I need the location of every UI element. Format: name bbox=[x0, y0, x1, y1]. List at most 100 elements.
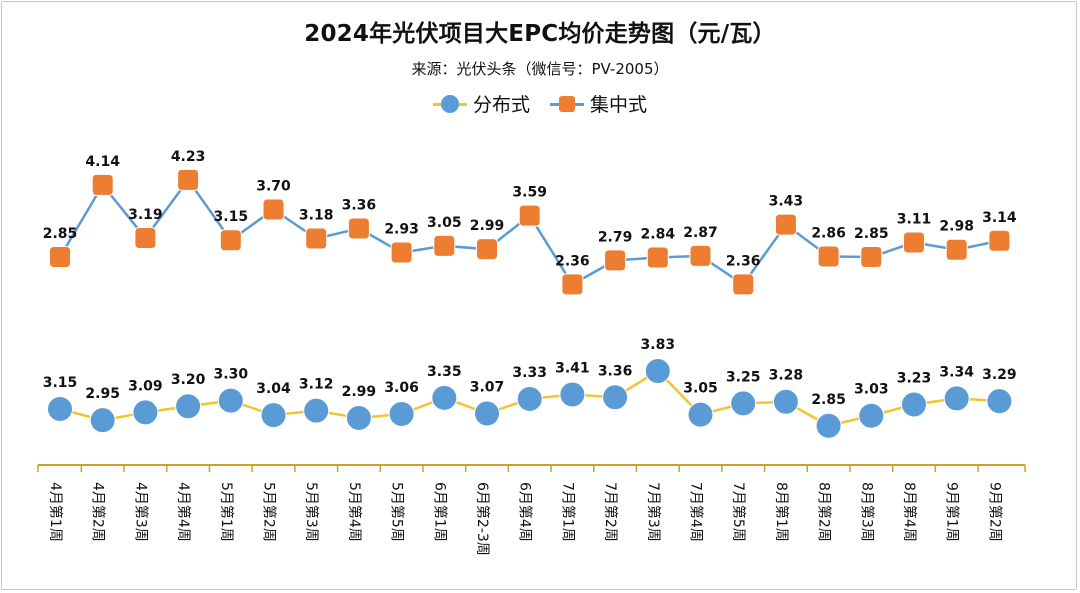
data-label-centralized: 3.15 bbox=[214, 209, 249, 225]
data-label-centralized: 3.11 bbox=[897, 211, 932, 227]
legend: 分布式 集中式 bbox=[0, 90, 1080, 117]
x-tick-label: 4月第3周 bbox=[132, 482, 149, 542]
marker-centralized bbox=[49, 246, 71, 268]
x-tick-label: 7月第4周 bbox=[688, 482, 705, 542]
x-tick-label: 5月第4周 bbox=[346, 482, 363, 542]
marker-distributed bbox=[516, 385, 543, 412]
data-label-centralized: 4.14 bbox=[85, 154, 120, 170]
legend-item-distributed: 分布式 bbox=[432, 90, 530, 117]
x-tick-label: 4月第4周 bbox=[175, 482, 192, 542]
marker-centralized bbox=[945, 238, 968, 261]
data-label-centralized: 2.79 bbox=[598, 229, 633, 245]
marker-distributed bbox=[175, 393, 202, 420]
marker-centralized bbox=[305, 227, 328, 250]
marker-distributed bbox=[943, 385, 970, 412]
marker-distributed bbox=[47, 396, 73, 422]
marker-distributed bbox=[901, 391, 927, 418]
data-label-centralized: 2.36 bbox=[726, 253, 761, 269]
marker-centralized bbox=[347, 217, 370, 240]
data-label-distributed: 3.05 bbox=[683, 381, 718, 397]
marker-centralized bbox=[604, 249, 627, 272]
marker-centralized bbox=[177, 168, 200, 191]
data-label-distributed: 3.12 bbox=[299, 377, 334, 393]
legend-swatch-centralized bbox=[550, 93, 584, 115]
marker-distributed bbox=[687, 401, 714, 428]
data-label-distributed: 3.36 bbox=[598, 363, 633, 379]
marker-distributed bbox=[772, 388, 799, 415]
data-label-distributed: 2.95 bbox=[85, 386, 120, 402]
x-tick-label: 4月第1周 bbox=[47, 482, 64, 542]
x-tick-label: 9月第1周 bbox=[944, 482, 961, 542]
data-label-distributed: 3.06 bbox=[384, 380, 419, 396]
data-label-distributed: 3.07 bbox=[470, 379, 505, 395]
data-label-distributed: 3.29 bbox=[982, 367, 1017, 383]
marker-distributed bbox=[89, 407, 116, 434]
data-label-distributed: 3.30 bbox=[214, 367, 249, 383]
chart-subtitle: 来源：光伏头条（微信号：PV-2005） bbox=[411, 60, 669, 78]
marker-centralized bbox=[689, 244, 712, 267]
marker-centralized bbox=[433, 234, 456, 257]
marker-distributed bbox=[132, 399, 159, 426]
x-tick-label: 8月第4周 bbox=[901, 482, 918, 542]
data-label-distributed: 3.25 bbox=[726, 369, 761, 385]
x-tick-label: 6月第4周 bbox=[517, 482, 534, 542]
data-label-centralized: 3.70 bbox=[256, 178, 291, 194]
data-label-centralized: 3.19 bbox=[128, 207, 163, 223]
x-tick-label: 8月第3周 bbox=[858, 482, 875, 542]
legend-item-centralized: 集中式 bbox=[550, 90, 647, 117]
marker-centralized bbox=[561, 273, 584, 296]
x-tick-label: 8月第2周 bbox=[816, 482, 833, 542]
x-tick-labels: 4月第1周 4月第2周 4月第3周 4月第4周 5月第1周 5月第2周 5月第3周 5月第4周… bbox=[47, 482, 1003, 556]
marker-centralized bbox=[774, 213, 797, 236]
legend-swatch-distributed bbox=[432, 93, 467, 115]
data-label-distributed: 3.20 bbox=[171, 372, 206, 388]
marker-distributed bbox=[986, 388, 1013, 415]
x-tick-label: 6月第2-3周 bbox=[474, 482, 491, 556]
data-label-centralized: 3.14 bbox=[982, 210, 1017, 226]
data-label-centralized: 3.18 bbox=[299, 208, 334, 224]
chart-title: 2024年光伏项目大EPC均价走势图（元/瓦） bbox=[304, 21, 776, 47]
marker-distributed bbox=[602, 384, 629, 411]
data-label-centralized: 2.85 bbox=[854, 226, 889, 242]
marker-distributed bbox=[303, 397, 330, 424]
data-label-distributed: 3.04 bbox=[256, 381, 291, 397]
data-label-centralized: 2.36 bbox=[555, 253, 590, 269]
marker-centralized bbox=[903, 231, 925, 254]
marker-centralized bbox=[476, 238, 498, 261]
marker-centralized bbox=[732, 273, 755, 296]
x-tick-label: 8月第1周 bbox=[773, 482, 790, 542]
marker-distributed bbox=[431, 384, 458, 411]
data-label-distributed: 3.03 bbox=[854, 382, 889, 398]
legend-label-centralized: 集中式 bbox=[590, 94, 648, 116]
data-label-centralized: 2.98 bbox=[939, 219, 974, 235]
data-labels: 2.85 4.14 3.19 4.23 3.15 3.70 3.18 3.36 2.93 3.05… bbox=[43, 149, 1017, 408]
x-tick-label: 7月第1周 bbox=[559, 482, 576, 542]
marker-centralized bbox=[518, 204, 541, 227]
data-label-distributed: 3.41 bbox=[555, 360, 590, 376]
marker-centralized bbox=[262, 198, 285, 221]
marker-distributed bbox=[559, 381, 586, 408]
data-label-distributed: 3.83 bbox=[641, 337, 676, 353]
marker-centralized bbox=[390, 241, 413, 264]
data-label-centralized: 3.43 bbox=[769, 194, 804, 210]
data-label-distributed: 2.99 bbox=[342, 384, 377, 400]
data-label-distributed: 3.35 bbox=[427, 364, 462, 380]
marker-centralized bbox=[817, 245, 840, 268]
marker-centralized bbox=[91, 173, 114, 196]
marker-centralized bbox=[134, 226, 157, 249]
data-label-distributed: 3.28 bbox=[769, 368, 804, 384]
data-label-distributed: 2.85 bbox=[811, 392, 846, 408]
marker-centralized bbox=[860, 246, 883, 268]
marker-distributed bbox=[345, 404, 372, 431]
data-label-distributed: 3.34 bbox=[939, 364, 974, 380]
x-tick-label: 5月第1周 bbox=[218, 482, 235, 542]
x-tick-label: 4月第2周 bbox=[90, 482, 107, 542]
marker-centralized bbox=[988, 229, 1011, 252]
data-label-distributed: 3.23 bbox=[897, 371, 932, 387]
data-label-centralized: 2.84 bbox=[641, 227, 676, 243]
x-tick-label: 7月第3周 bbox=[645, 482, 662, 542]
data-label-centralized: 4.23 bbox=[171, 149, 206, 165]
data-label-centralized: 2.86 bbox=[811, 225, 846, 241]
